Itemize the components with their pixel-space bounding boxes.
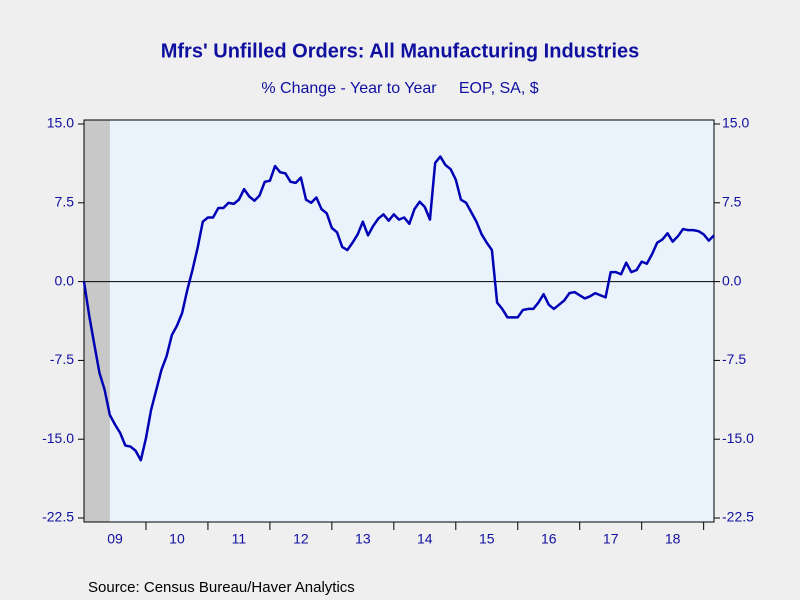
recession-shade: [84, 120, 110, 522]
x-tick-label: 17: [603, 531, 619, 547]
x-tick-label: 13: [355, 531, 371, 547]
x-tick-label: 18: [665, 531, 681, 547]
x-tick-label: 09: [107, 531, 123, 547]
x-tick-label: 11: [232, 531, 247, 547]
x-tick-label: 10: [169, 531, 185, 547]
y2-tick-label: -22.5: [722, 509, 754, 525]
x-tick-label: 12: [293, 531, 309, 547]
chart-title: Mfrs' Unfilled Orders: All Manufacturing…: [161, 40, 640, 62]
chart-subtitle: % Change - Year to Year EOP, SA, $: [261, 80, 538, 97]
y-tick-label: 7.5: [55, 194, 75, 210]
y2-tick-label: 0.0: [722, 272, 742, 288]
y-tick-label: -15.0: [42, 430, 74, 446]
plot-area: [84, 120, 714, 522]
y2-tick-label: 7.5: [722, 194, 742, 210]
y-tick-label: -22.5: [42, 509, 74, 525]
x-tick-label: 15: [479, 531, 495, 547]
y2-tick-label: -7.5: [722, 351, 746, 367]
y-tick-label: 15.0: [47, 115, 74, 131]
x-tick-label: 14: [417, 531, 433, 547]
x-tick-label: 16: [541, 531, 557, 547]
source-note: Source: Census Bureau/Haver Analytics: [88, 579, 355, 596]
y-tick-label: -7.5: [50, 351, 74, 367]
y-tick-label: 0.0: [55, 272, 75, 288]
y2-tick-label: -15.0: [722, 430, 754, 446]
data-line: [82, 155, 715, 462]
y2-tick-label: 15.0: [722, 115, 749, 131]
plot-frame: [83, 119, 715, 523]
